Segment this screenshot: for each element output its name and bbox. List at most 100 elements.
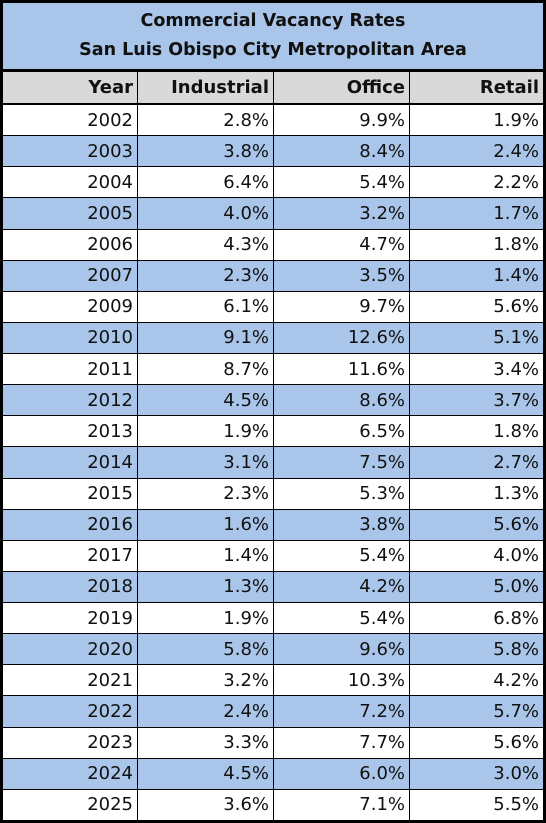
table-row: 2011 8.7% 11.6% 3.4% bbox=[3, 354, 543, 386]
table-cell: 4.7% bbox=[274, 229, 410, 260]
table-cell: 3.3% bbox=[138, 727, 274, 758]
table-cell: 2024 bbox=[3, 758, 138, 789]
table-row: 2012 4.5% 8.6% 3.7% bbox=[3, 385, 543, 417]
table-cell: 5.8% bbox=[493, 638, 539, 660]
table-cell: 1.9% bbox=[493, 109, 539, 131]
table-cell: 9.9% bbox=[274, 105, 410, 136]
table-cell: 2.4% bbox=[493, 140, 539, 162]
table-row: 2007 2.3% 3.5% 1.4% bbox=[3, 260, 543, 292]
table-row: 2004 6.4% 5.4% 2.2% bbox=[3, 167, 543, 199]
table-row: 2015 2.3% 5.3% 1.3% bbox=[3, 478, 543, 510]
table-cell: 2.4% bbox=[138, 696, 274, 727]
column-header: Year bbox=[3, 72, 138, 103]
table-cell: 1.3% bbox=[138, 571, 274, 602]
table-row: 2025 3.6% 7.1% 5.5% bbox=[3, 789, 543, 820]
header-row: Year Industrial Office Retail bbox=[3, 72, 543, 105]
table-cell: 7.1% bbox=[274, 789, 410, 820]
table-cell: 2.3% bbox=[138, 260, 274, 291]
table-row: 2003 3.8% 8.4% 2.4% bbox=[3, 136, 543, 168]
table-cell: 5.6% bbox=[493, 514, 539, 536]
table-cell: 6.1% bbox=[138, 291, 274, 322]
table-row: 2018 1.3% 4.2% 5.0% bbox=[3, 571, 543, 603]
table-cell: 2014 bbox=[3, 447, 138, 478]
table-cell: 3.1% bbox=[138, 447, 274, 478]
table-cell: 2.2% bbox=[493, 171, 539, 193]
table-cell: 12.6% bbox=[274, 322, 410, 353]
table-cell: 2010 bbox=[3, 322, 138, 353]
table-cell: 10.3% bbox=[274, 665, 410, 696]
table-row: 2002 2.8% 9.9% 1.9% bbox=[3, 105, 543, 137]
table-cell: 7.2% bbox=[274, 696, 410, 727]
table-cell: 5.6% bbox=[493, 732, 539, 754]
table-cell: 2021 bbox=[3, 665, 138, 696]
table-row: 2023 3.3% 7.7% 5.6% bbox=[3, 727, 543, 759]
table-cell: 3.2% bbox=[138, 665, 274, 696]
table-cell: 3.5% bbox=[274, 260, 410, 291]
table-cell: 1.4% bbox=[493, 265, 539, 287]
table-row: 2005 4.0% 3.2% 1.7% bbox=[3, 198, 543, 230]
table-cell: 6.5% bbox=[274, 416, 410, 447]
table-cell: 5.4% bbox=[274, 603, 410, 634]
table-row: 2024 4.5% 6.0% 3.0% bbox=[3, 758, 543, 790]
table-cell: 2011 bbox=[3, 354, 138, 385]
table-cell: 2013 bbox=[3, 416, 138, 447]
table-cell: 3.0% bbox=[493, 763, 539, 785]
column-header: Office bbox=[274, 72, 410, 103]
table-cell: 5.5% bbox=[493, 794, 539, 816]
table-cell: 1.8% bbox=[493, 234, 539, 256]
table-cell: 5.3% bbox=[274, 478, 410, 509]
table-row: 2010 9.1% 12.6% 5.1% bbox=[3, 322, 543, 354]
table-cell: 5.8% bbox=[138, 634, 274, 665]
table-cell: 1.7% bbox=[493, 202, 539, 224]
table-row: 2016 1.6% 3.8% 5.6% bbox=[3, 509, 543, 541]
table-cell: 7.5% bbox=[274, 447, 410, 478]
subtitle: San Luis Obispo City Metropolitan Area bbox=[79, 40, 467, 60]
column-header: Retail bbox=[479, 77, 539, 98]
table-cell: 1.9% bbox=[138, 603, 274, 634]
table-cell: 2005 bbox=[3, 198, 138, 229]
table-cell: 1.3% bbox=[493, 483, 539, 505]
table-cell: 6.8% bbox=[493, 607, 539, 629]
table-cell: 6.4% bbox=[138, 167, 274, 198]
table-cell: 1.4% bbox=[138, 540, 274, 571]
table-cell: 4.3% bbox=[138, 229, 274, 260]
table-cell: 4.0% bbox=[493, 545, 539, 567]
table-cell: 5.0% bbox=[493, 576, 539, 598]
table-cell: 2009 bbox=[3, 291, 138, 322]
table-cell: 1.8% bbox=[493, 420, 539, 442]
table-cell: 2019 bbox=[3, 603, 138, 634]
table-cell: 2007 bbox=[3, 260, 138, 291]
table-cell: 9.7% bbox=[274, 291, 410, 322]
table-cell: 5.1% bbox=[493, 327, 539, 349]
table-cell: 2.3% bbox=[138, 478, 274, 509]
table-cell: 5.6% bbox=[493, 296, 539, 318]
table-cell: 7.7% bbox=[274, 727, 410, 758]
table-cell: 3.2% bbox=[274, 198, 410, 229]
table-row: 2006 4.3% 4.7% 1.8% bbox=[3, 229, 543, 261]
table-row: 2021 3.2% 10.3% 4.2% bbox=[3, 665, 543, 697]
table-row: 2019 1.9% 5.4% 6.8% bbox=[3, 603, 543, 635]
table-cell: 2.8% bbox=[138, 105, 274, 136]
table-cell: 2016 bbox=[3, 509, 138, 540]
table-cell: 6.0% bbox=[274, 758, 410, 789]
table-cell: 9.1% bbox=[138, 322, 274, 353]
table-cell: 2025 bbox=[3, 789, 138, 820]
table-cell: 2.7% bbox=[493, 451, 539, 473]
table-cell: 1.9% bbox=[138, 416, 274, 447]
table-cell: 3.4% bbox=[493, 358, 539, 380]
title: Commercial Vacancy Rates bbox=[140, 11, 406, 31]
table-cell: 5.4% bbox=[274, 167, 410, 198]
table-cell: 4.5% bbox=[138, 385, 274, 416]
table-cell: 2006 bbox=[3, 229, 138, 260]
table-cell: 11.6% bbox=[274, 354, 410, 385]
table-cell: 3.8% bbox=[274, 509, 410, 540]
table-cell: 5.7% bbox=[493, 700, 539, 722]
table-cell: 2012 bbox=[3, 385, 138, 416]
table-cell: 9.6% bbox=[274, 634, 410, 665]
table-cell: 4.2% bbox=[274, 571, 410, 602]
table-cell: 2020 bbox=[3, 634, 138, 665]
table-cell: 2015 bbox=[3, 478, 138, 509]
table-cell: 2002 bbox=[3, 105, 138, 136]
table-cell: 4.5% bbox=[138, 758, 274, 789]
